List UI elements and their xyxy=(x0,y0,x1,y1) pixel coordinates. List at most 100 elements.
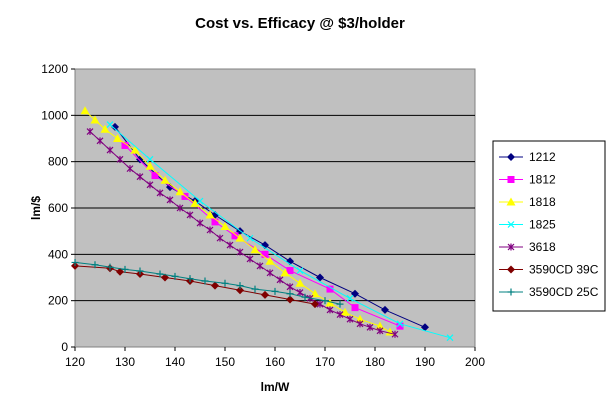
data-point xyxy=(113,134,122,142)
data-point xyxy=(205,210,215,219)
data-point xyxy=(186,275,194,283)
series-3590cd-25c xyxy=(71,258,344,308)
series-layer xyxy=(71,106,454,342)
y-tick-label: 400 xyxy=(48,247,68,261)
data-point xyxy=(175,187,185,196)
legend-entry: 3590CD 39C xyxy=(529,263,599,277)
series-line xyxy=(124,145,401,327)
data-point xyxy=(201,277,209,285)
data-point xyxy=(286,283,294,291)
data-point xyxy=(346,294,354,302)
data-point xyxy=(375,321,385,330)
data-point xyxy=(296,267,304,274)
legend-entry: 3618 xyxy=(529,240,556,254)
data-point xyxy=(211,218,219,226)
data-point xyxy=(280,268,290,277)
data-point xyxy=(235,233,245,242)
data-point xyxy=(421,323,429,332)
x-tick-label: 190 xyxy=(415,355,435,369)
data-point xyxy=(100,124,110,133)
data-point xyxy=(91,261,99,269)
y-tick-label: 200 xyxy=(48,294,68,308)
data-point xyxy=(286,267,294,275)
data-point xyxy=(145,161,155,170)
data-point xyxy=(71,258,79,266)
data-point xyxy=(196,219,204,227)
legend-entry: 3590CD 25C xyxy=(529,285,599,299)
data-point xyxy=(136,267,144,275)
legend-entry: 1212 xyxy=(529,150,556,164)
legend-swatch-marker xyxy=(507,176,515,183)
data-point xyxy=(356,320,364,328)
legend-entry: 1812 xyxy=(529,173,556,187)
data-point xyxy=(326,285,334,293)
series-line xyxy=(109,124,451,339)
data-point xyxy=(126,165,134,173)
data-point xyxy=(90,115,100,124)
data-point xyxy=(226,241,234,249)
y-tick-label: 800 xyxy=(48,155,68,169)
data-point xyxy=(396,320,404,328)
series-1825 xyxy=(106,121,454,342)
data-point xyxy=(446,334,454,342)
data-point xyxy=(106,146,114,154)
data-point xyxy=(231,232,239,240)
data-point xyxy=(321,297,329,305)
data-point xyxy=(376,327,384,335)
legend-swatch-marker xyxy=(506,197,516,206)
data-point xyxy=(106,121,114,129)
data-point xyxy=(346,315,354,323)
series-line xyxy=(84,110,391,333)
data-point xyxy=(196,197,204,205)
x-tick-label: 150 xyxy=(215,355,235,369)
data-point xyxy=(216,234,224,242)
data-point xyxy=(340,307,350,316)
data-point xyxy=(325,298,335,307)
data-point xyxy=(146,181,154,189)
data-point xyxy=(211,281,219,290)
x-tick-label: 140 xyxy=(165,355,185,369)
data-point xyxy=(166,196,174,204)
data-point xyxy=(236,282,244,290)
data-point xyxy=(236,248,244,256)
data-point xyxy=(171,272,179,280)
data-point xyxy=(106,263,114,271)
data-point xyxy=(326,306,334,314)
data-point xyxy=(366,323,374,331)
data-point xyxy=(136,173,144,181)
data-point xyxy=(176,204,184,212)
x-tick-label: 170 xyxy=(315,355,335,369)
data-point xyxy=(311,300,319,309)
data-point xyxy=(80,106,90,115)
data-point xyxy=(396,322,404,330)
data-point xyxy=(246,234,254,242)
y-tick-label: 1200 xyxy=(41,62,68,76)
data-point xyxy=(156,189,164,197)
x-tick-label: 160 xyxy=(265,355,285,369)
data-point xyxy=(116,155,124,163)
data-point xyxy=(336,300,344,308)
data-point xyxy=(86,128,94,136)
x-tick-label: 130 xyxy=(115,355,135,369)
data-point xyxy=(316,300,324,308)
data-point xyxy=(261,250,269,258)
data-point xyxy=(265,256,275,265)
series-1812 xyxy=(121,141,404,330)
x-tick-label: 120 xyxy=(65,355,85,369)
y-tick-label: 0 xyxy=(61,340,68,354)
legend-swatch-marker xyxy=(507,221,515,228)
data-point xyxy=(121,141,129,149)
legend-swatch-marker xyxy=(507,288,515,296)
data-point xyxy=(220,222,230,231)
data-point xyxy=(130,145,140,154)
data-point xyxy=(351,304,359,312)
x-tick-label: 200 xyxy=(465,355,485,369)
data-point xyxy=(286,290,294,298)
legend-swatch-marker xyxy=(507,243,515,251)
y-axis-title: lm/$ xyxy=(29,196,43,220)
data-point xyxy=(355,314,365,323)
data-point xyxy=(236,286,244,295)
data-point xyxy=(146,155,154,163)
data-point xyxy=(391,330,399,338)
data-point xyxy=(301,293,309,301)
